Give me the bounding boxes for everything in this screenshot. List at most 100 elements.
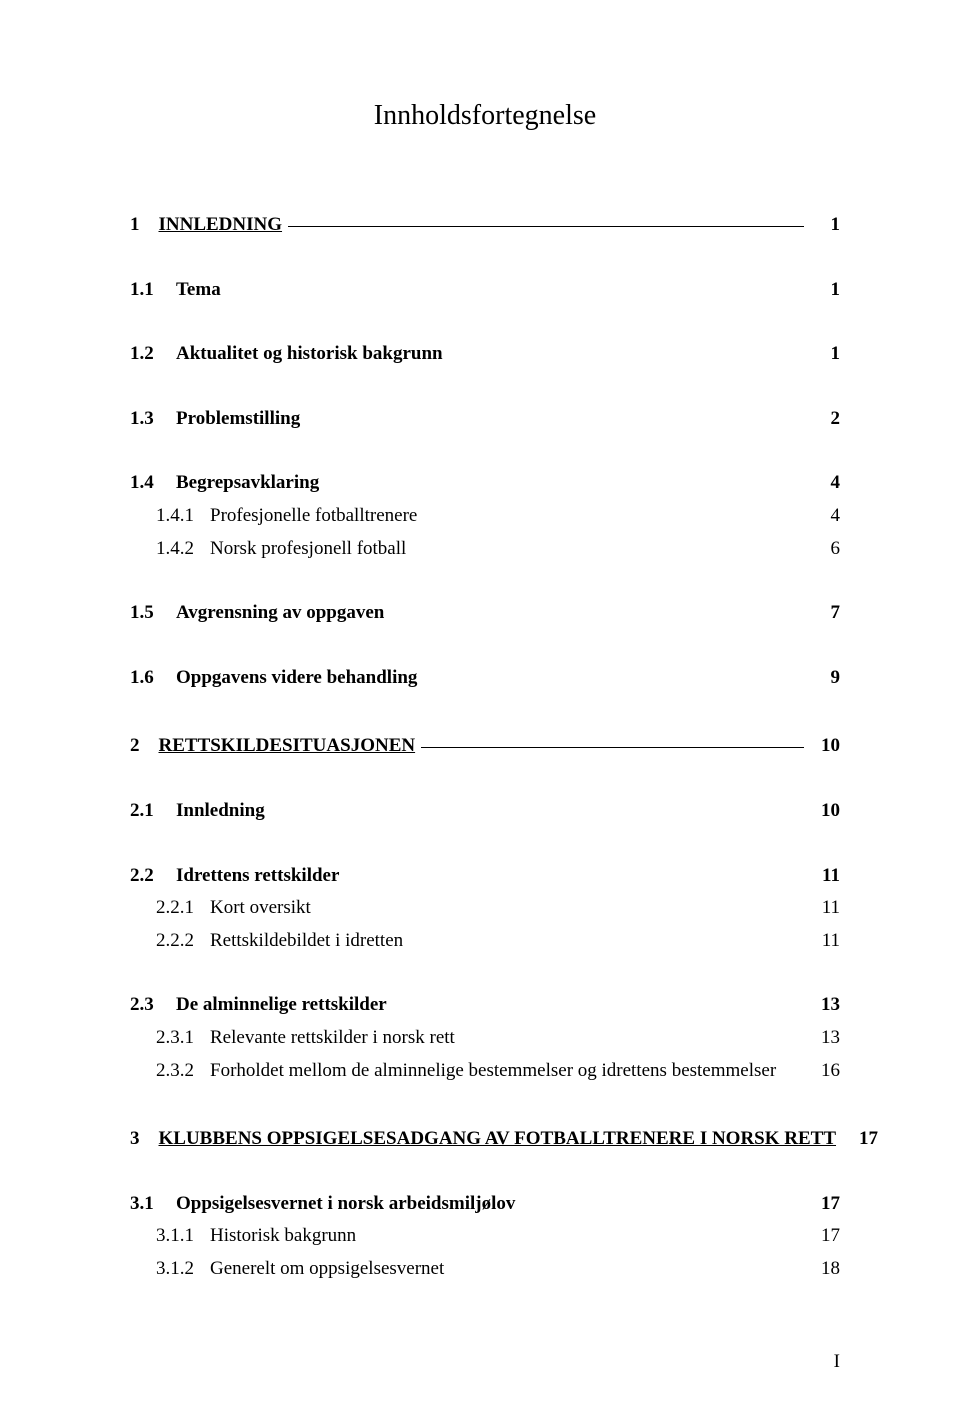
toc-page: 17 [810,1223,840,1250]
toc-text: Kort oversikt [210,897,311,918]
toc-level3-row: 2.3.2Forholdet mellom de alminnelige bes… [130,1058,840,1085]
toc-level2-row: 2.2Idrettens rettskilder 11 [130,863,840,890]
toc-label: 1.4Begrepsavklaring [130,470,319,497]
toc-text: Norsk profesjonell fotball [210,538,406,559]
toc-text: Forholdet mellom de alminnelige bestemme… [210,1060,776,1081]
toc-text: Historisk bakgrunn [210,1225,356,1246]
toc-num: 2.3.1 [156,1025,210,1052]
toc-num: 3.1.2 [156,1256,210,1283]
toc-page: 1 [810,277,840,304]
toc-filler [288,226,804,227]
toc-page: 10 [810,733,840,760]
toc-page: 1 [810,212,840,239]
toc-label: 2.3.1Relevante rettskilder i norsk rett [156,1025,455,1052]
toc-page: 11 [810,928,840,955]
toc-text: KLUBBENS OPPSIGELSESADGANG AV FOTBALLTRE… [159,1128,837,1149]
toc-num: 1.4.2 [156,536,210,563]
toc-num: 3 [130,1126,140,1153]
toc-level2-row: 1.3Problemstilling 2 [130,406,840,433]
toc-level2-row: 3.1Oppsigelsesvernet i norsk arbeidsmilj… [130,1191,840,1218]
toc-level3-row: 2.2.1Kort oversikt 11 [130,895,840,922]
toc-level2-row: 2.3De alminnelige rettskilder 13 [130,992,840,1019]
toc-label: 1.6Oppgavens videre behandling [130,665,417,692]
toc-text: Begrepsavklaring [176,472,319,493]
toc-num: 1.4.1 [156,503,210,530]
toc-text: Generelt om oppsigelsesvernet [210,1258,444,1279]
toc-label: 1.5Avgrensning av oppgaven [130,600,384,627]
toc-text: Oppsigelsesvernet i norsk arbeidsmiljølo… [176,1193,515,1214]
toc-label: 3.1Oppsigelsesvernet i norsk arbeidsmilj… [130,1191,515,1218]
toc-level2-row: 1.4Begrepsavklaring 4 [130,470,840,497]
toc-text: Aktualitet og historisk bakgrunn [176,343,443,364]
toc-level2-row: 1.6Oppgavens videre behandling 9 [130,665,840,692]
page-number-footer: I [834,1351,840,1373]
toc-text: Profesjonelle fotballtrenere [210,505,417,526]
toc-label: 1.4.2Norsk profesjonell fotball [156,536,406,563]
toc-label: 2.2Idrettens rettskilder [130,863,339,890]
toc-level1-row: 3 KLUBBENS OPPSIGELSESADGANG AV FOTBALLT… [130,1126,840,1153]
toc-num: 1.3 [130,406,176,433]
toc-text: INNLEDNING [159,214,283,235]
toc-level1-row: 2 RETTSKILDESITUASJONEN 10 [130,733,840,760]
toc-num: 2.1 [130,798,176,825]
toc-num: 2.2.2 [156,928,210,955]
toc-level2-row: 1.5Avgrensning av oppgaven 7 [130,600,840,627]
toc-label: 1.4.1Profesjonelle fotballtrenere [156,503,417,530]
toc-level3-row: 2.2.2Rettskildebildet i idretten 11 [130,928,840,955]
toc-num: 1 [130,212,140,239]
toc-label: 2.3De alminnelige rettskilder [130,992,387,1019]
toc-label: 2 RETTSKILDESITUASJONEN [130,733,415,760]
toc-page: 9 [810,665,840,692]
toc-text: De alminnelige rettskilder [176,994,387,1015]
toc-page: 2 [810,406,840,433]
toc-page: 1 [810,341,840,368]
toc-text: Relevante rettskilder i norsk rett [210,1027,455,1048]
toc-page: 11 [810,895,840,922]
toc-level3-row: 3.1.1Historisk bakgrunn 17 [130,1223,840,1250]
toc-label: 1 INNLEDNING [130,212,282,239]
toc-level2-row: 2.1Innledning 10 [130,798,840,825]
toc-page: 11 [810,863,840,890]
toc-num: 3.1 [130,1191,176,1218]
toc-text: Oppgavens videre behandling [176,667,417,688]
toc-page: 4 [810,503,840,530]
toc-page: 17 [848,1126,878,1153]
toc-level3-row: 2.3.1Relevante rettskilder i norsk rett … [130,1025,840,1052]
toc-num: 2 [130,733,140,760]
toc-text: Problemstilling [176,408,300,429]
toc-num: 2.3 [130,992,176,1019]
toc-label: 1.2Aktualitet og historisk bakgrunn [130,341,443,368]
toc-label: 2.3.2Forholdet mellom de alminnelige bes… [156,1058,776,1085]
toc-text: RETTSKILDESITUASJONEN [159,735,416,756]
toc-level3-row: 1.4.2Norsk profesjonell fotball 6 [130,536,840,563]
toc-filler [421,747,804,748]
toc-page: 13 [810,992,840,1019]
toc-level3-row: 3.1.2Generelt om oppsigelsesvernet 18 [130,1256,840,1283]
toc-text: Tema [176,279,221,300]
toc-page: 17 [810,1191,840,1218]
toc-num: 1.2 [130,341,176,368]
toc-page: 16 [810,1058,840,1085]
toc-text: Rettskildebildet i idretten [210,930,403,951]
toc-label: 3 KLUBBENS OPPSIGELSESADGANG AV FOTBALLT… [130,1126,836,1153]
toc-page: 6 [810,536,840,563]
toc-num: 3.1.1 [156,1223,210,1250]
toc-label: 2.2.1Kort oversikt [156,895,311,922]
toc-num: 2.2 [130,863,176,890]
toc-level2-row: 1.2Aktualitet og historisk bakgrunn 1 [130,341,840,368]
toc-page: 4 [810,470,840,497]
toc-num: 1.6 [130,665,176,692]
toc-label: 3.1.2Generelt om oppsigelsesvernet [156,1256,444,1283]
toc-text: Idrettens rettskilder [176,865,339,886]
toc-label: 2.2.2Rettskildebildet i idretten [156,928,403,955]
toc-page: 7 [810,600,840,627]
page-title: Innholdsfortegnelse [130,100,840,132]
toc-level2-row: 1.1Tema 1 [130,277,840,304]
toc-label: 2.1Innledning [130,798,265,825]
toc-label: 3.1.1Historisk bakgrunn [156,1223,356,1250]
toc-text: Avgrensning av oppgaven [176,602,384,623]
toc-label: 1.1Tema [130,277,221,304]
toc-page: 18 [810,1256,840,1283]
toc-label: 1.3Problemstilling [130,406,300,433]
toc-num: 1.1 [130,277,176,304]
